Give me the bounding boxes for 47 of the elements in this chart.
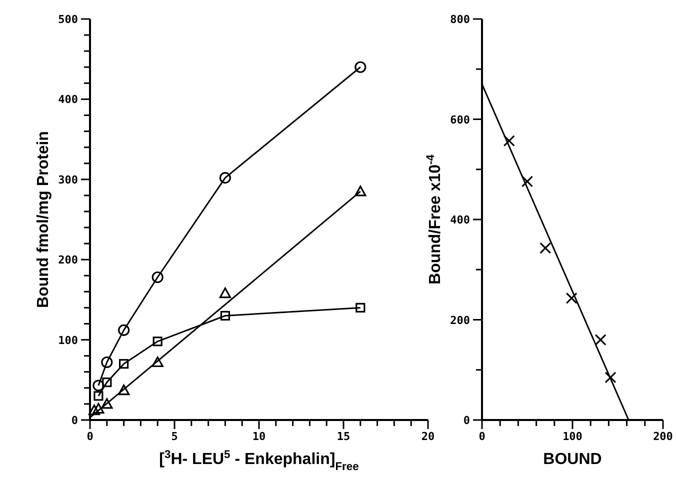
y-tick-label: 500 (58, 13, 78, 26)
point (102, 378, 112, 388)
point (152, 271, 164, 284)
y-axis-title: Bound fmol/mg Protein (35, 131, 52, 308)
x-tick-label: 0 (478, 430, 486, 443)
x-tick-label: 0 (86, 430, 94, 443)
point (101, 398, 113, 409)
point (594, 334, 606, 346)
y-tick-label: 800 (450, 13, 470, 26)
point (118, 384, 130, 396)
y-tick-label: 200 (58, 254, 78, 267)
x-axis-title: [$^{3}$H- LEU$^{5}$ - Enkephalin]$_{Free}$ (159, 449, 359, 473)
point (92, 402, 104, 414)
x-tick-label: 5 (171, 430, 178, 443)
y-tick-label: 200 (450, 314, 470, 327)
point (356, 302, 366, 313)
y-tick-label: 600 (450, 113, 470, 126)
point (219, 287, 231, 298)
x-tick-label: 10 (252, 430, 266, 443)
x-tick-label: 100 (562, 430, 582, 443)
point (88, 404, 100, 416)
x-axis-title: BOUND (543, 451, 602, 468)
point (101, 356, 113, 368)
point (566, 292, 578, 304)
y-tick-label: 300 (58, 173, 78, 186)
point (220, 310, 230, 321)
y-tick-label: 400 (58, 93, 78, 106)
point (118, 324, 130, 336)
point (152, 356, 164, 368)
point (92, 380, 104, 392)
point (354, 61, 366, 73)
point (94, 391, 104, 401)
point (540, 242, 552, 254)
point (354, 186, 366, 196)
point (219, 172, 231, 184)
point (604, 372, 616, 384)
x-tick-label: 20 (421, 430, 435, 443)
y-tick-label: 0 (71, 414, 78, 427)
y-tick-label: 0 (463, 414, 470, 427)
x-tick-label: 15 (336, 430, 350, 443)
x-tick-label: 200 (653, 430, 673, 443)
point (503, 135, 515, 147)
y-tick-label: 400 (450, 214, 470, 226)
point (152, 336, 162, 346)
point (119, 359, 129, 369)
y-tick-label: 100 (58, 334, 78, 347)
point (521, 176, 534, 188)
